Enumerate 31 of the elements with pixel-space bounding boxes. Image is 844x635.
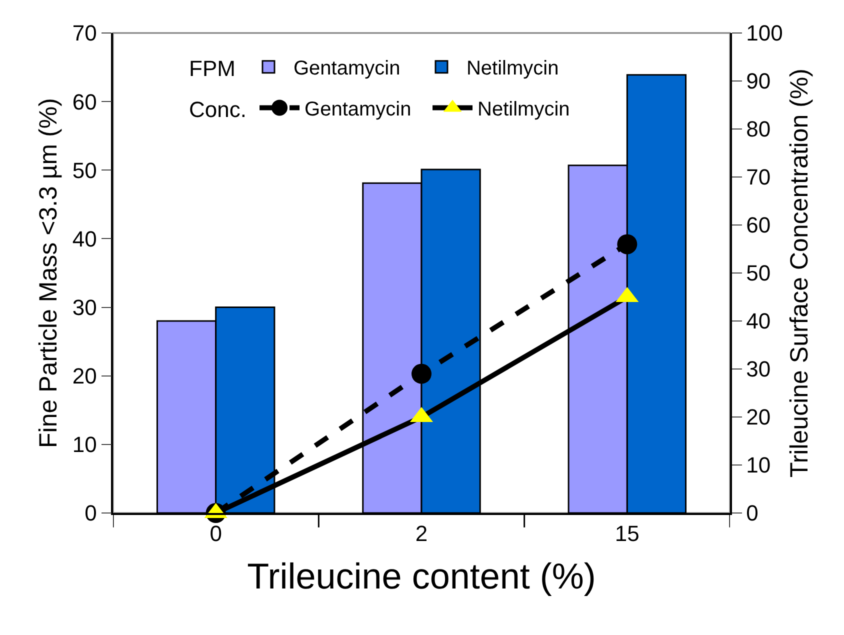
- legend-label: Netilmycin: [466, 58, 559, 80]
- y2-tick-label: 80: [746, 116, 771, 142]
- y2-tick-label: 0: [746, 500, 758, 526]
- y-tick-label: 60: [72, 89, 97, 114]
- y-tick-label: 50: [72, 158, 97, 183]
- y2-tick-label: 40: [746, 308, 771, 334]
- y2-tick-label: 70: [746, 164, 771, 190]
- y2-tick-label: 100: [746, 20, 783, 46]
- annotation: FPM: [189, 56, 236, 81]
- y2-tick-label: 20: [746, 404, 771, 430]
- y-tick-label: 30: [72, 294, 97, 320]
- x-tick-label: 2: [415, 521, 428, 546]
- x-tick-label: 15: [614, 521, 640, 546]
- y-tick-label: 0: [84, 500, 97, 526]
- y2-tick-label: 50: [746, 260, 771, 286]
- y2-tick-label: 30: [746, 356, 771, 382]
- x-tick-label: 0: [210, 521, 222, 546]
- y-tick-label: 10: [72, 432, 97, 458]
- y-tick-label: 70: [72, 20, 97, 46]
- legend-label: Gentamycin: [304, 98, 412, 120]
- y2-tick-label: 10: [746, 452, 771, 478]
- legend-label: Netilmycin: [478, 98, 570, 120]
- x-axis-title: Trileucine content (%): [247, 555, 596, 596]
- y-axis-title: Fine Particle Mass <3.3 µm (%): [34, 98, 63, 448]
- y2-tick-label: 90: [746, 68, 771, 94]
- y-tick-label: 20: [72, 364, 97, 389]
- legend-label: Gentamycin: [293, 58, 400, 80]
- y-tick-label: 40: [72, 226, 97, 252]
- y2-axis-title: Trileucine Surface Concentration (%): [785, 68, 814, 478]
- annotation: Conc.: [189, 96, 247, 122]
- y2-tick-label: 60: [746, 212, 771, 238]
